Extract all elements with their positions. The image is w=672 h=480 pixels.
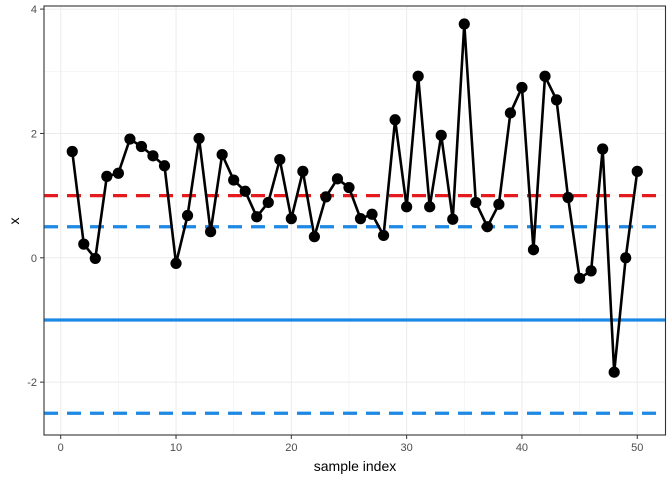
data-point — [239, 185, 251, 197]
data-point — [504, 107, 517, 119]
data-point — [527, 244, 540, 256]
data-point — [481, 221, 493, 233]
data-point — [377, 229, 390, 242]
data-point — [435, 129, 447, 141]
data-point — [135, 140, 148, 153]
data-point — [205, 226, 217, 238]
y-tick-label: 0 — [31, 253, 37, 265]
x-tick-label: 20 — [285, 442, 297, 454]
data-point — [285, 213, 297, 225]
x-tick-label: 10 — [170, 442, 182, 454]
data-point — [101, 170, 113, 182]
data-point — [424, 201, 436, 213]
x-tick-label: 30 — [401, 442, 413, 454]
x-tick-label: 0 — [58, 442, 64, 454]
data-point — [274, 153, 286, 166]
data-point — [181, 209, 194, 222]
data-point — [412, 70, 424, 82]
x-tick-label: 50 — [631, 442, 643, 454]
data-point — [389, 114, 401, 126]
data-point — [216, 148, 228, 161]
data-point — [158, 160, 171, 172]
data-point — [620, 252, 632, 264]
data-point — [147, 150, 159, 162]
data-point — [308, 231, 320, 243]
data-point — [539, 70, 551, 82]
data-point — [470, 196, 482, 209]
data-point — [124, 133, 136, 145]
data-point — [516, 81, 528, 94]
x-tick-label: 40 — [516, 442, 528, 454]
data-point — [550, 94, 563, 106]
data-point — [262, 196, 274, 209]
axes: 0 10 20 30 40 50 -2 0 2 4 — [27, 4, 643, 454]
data-point — [251, 211, 263, 223]
data-point — [585, 265, 597, 277]
series-line — [70, 22, 639, 374]
data-point — [343, 181, 355, 194]
data-series — [66, 18, 643, 378]
data-point — [89, 252, 101, 265]
data-point — [366, 208, 378, 220]
plot-panel-border — [43, 5, 667, 436]
data-point — [78, 238, 90, 250]
y-tick-label: -2 — [27, 377, 37, 389]
reference-lines — [44, 194, 666, 415]
data-point — [401, 201, 413, 213]
data-point — [170, 257, 182, 269]
data-point — [631, 165, 643, 177]
data-point — [447, 213, 459, 225]
y-axis-title: x — [6, 218, 22, 225]
data-point — [608, 366, 620, 378]
data-point — [66, 145, 78, 158]
data-point — [331, 173, 344, 185]
data-point — [493, 198, 505, 210]
y-tick-label: 4 — [31, 4, 37, 16]
data-point — [297, 165, 309, 177]
data-point — [320, 191, 332, 203]
x-axis-title: sample index — [314, 458, 397, 474]
y-tick-label: 2 — [31, 128, 37, 140]
data-point — [193, 132, 205, 145]
data-point — [112, 167, 124, 179]
data-point — [562, 191, 574, 204]
data-point — [573, 272, 586, 284]
data-point — [458, 18, 470, 30]
data-point — [228, 174, 240, 186]
data-point — [354, 213, 367, 225]
data-point — [597, 143, 609, 155]
